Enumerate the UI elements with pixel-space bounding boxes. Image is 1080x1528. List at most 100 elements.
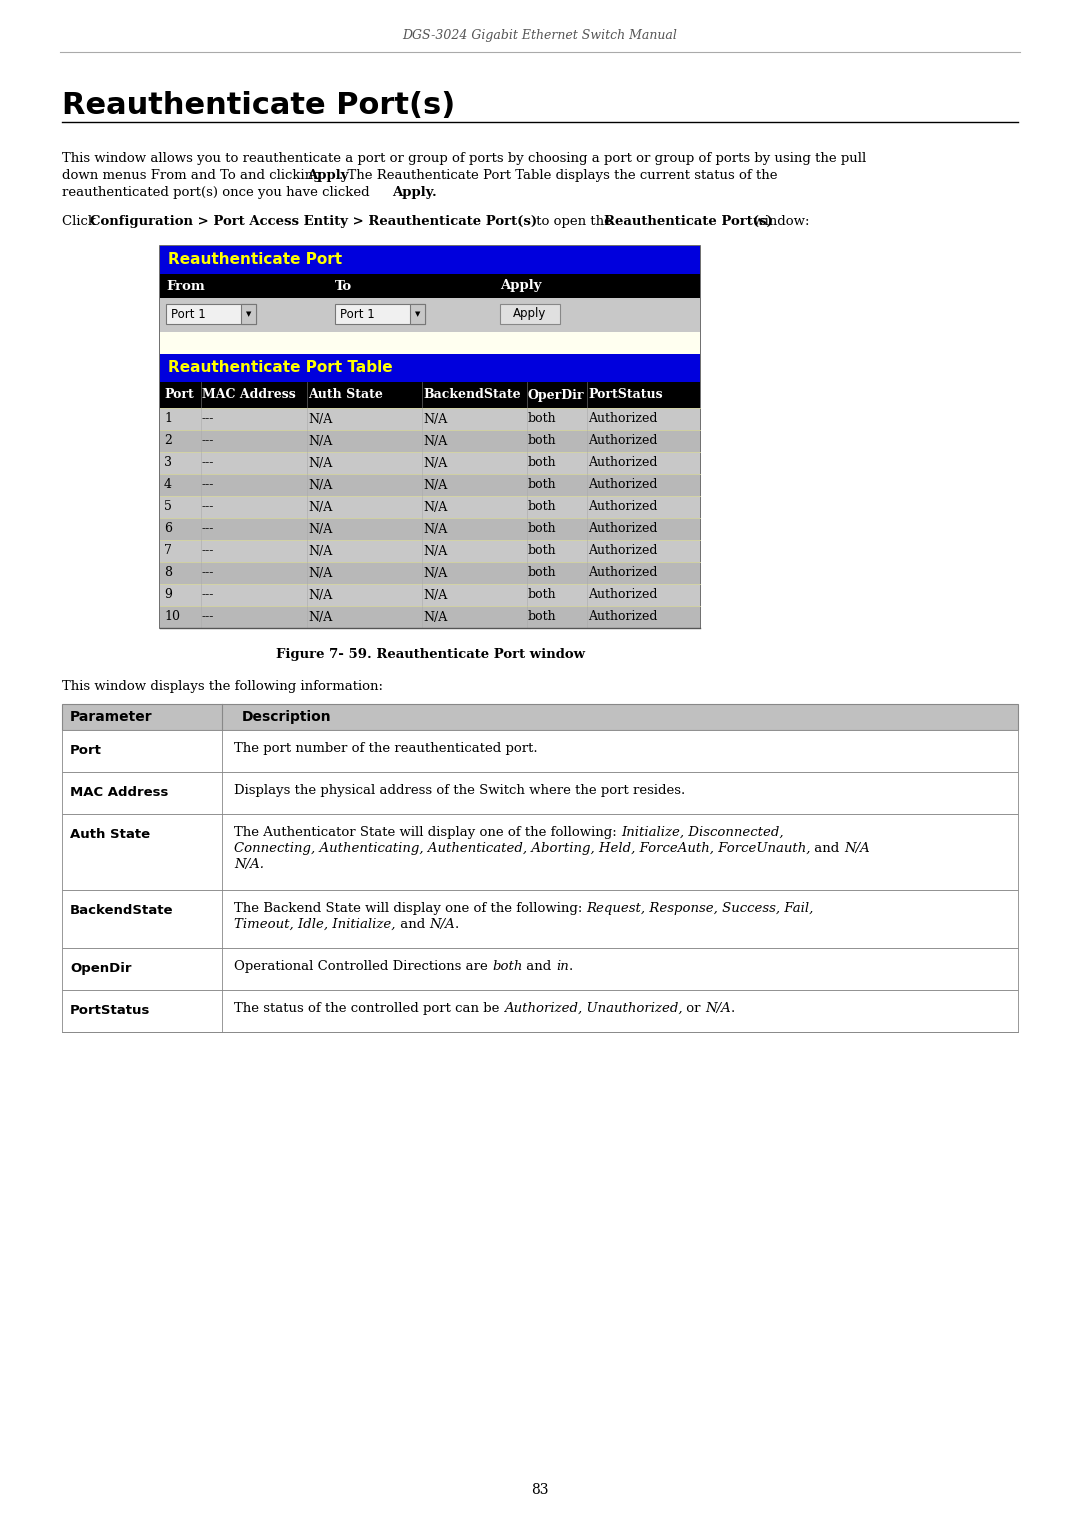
Text: The Authenticator State will display one of the following:: The Authenticator State will display one… [234, 827, 621, 839]
Text: 5: 5 [164, 501, 172, 513]
Text: This window displays the following information:: This window displays the following infor… [62, 680, 383, 694]
Text: Authorized: Authorized [588, 501, 658, 513]
Text: ---: --- [202, 457, 214, 469]
Text: N/A: N/A [423, 457, 447, 469]
Bar [241, 304, 256, 324]
Text: and: and [523, 960, 556, 973]
Text: Authorized: Authorized [588, 544, 658, 558]
Bar [160, 474, 700, 497]
Text: Port 1: Port 1 [340, 307, 375, 321]
Text: N/A: N/A [429, 918, 455, 931]
Bar [160, 274, 700, 298]
Text: 3: 3 [164, 457, 172, 469]
Text: Initialize, Disconnected,: Initialize, Disconnected, [621, 827, 784, 839]
Text: Timeout, Idle, Initialize,: Timeout, Idle, Initialize, [234, 918, 395, 931]
Text: To: To [335, 280, 352, 292]
Bar [160, 607, 700, 628]
Text: N/A: N/A [423, 501, 447, 513]
Text: both: both [528, 457, 556, 469]
Text: This window allows you to reauthenticate a port or group of ports by choosing a : This window allows you to reauthenticate… [62, 151, 866, 165]
Text: Authorized, Unauthorized,: Authorized, Unauthorized, [503, 1002, 683, 1015]
Text: to open the: to open the [532, 215, 616, 228]
Bar [160, 518, 700, 539]
Text: N/A: N/A [308, 611, 333, 623]
Text: MAC Address: MAC Address [202, 388, 296, 402]
Text: Authorized: Authorized [588, 478, 658, 492]
Text: and: and [395, 918, 429, 931]
Text: Authorized: Authorized [588, 434, 658, 448]
Text: ---: --- [202, 434, 214, 448]
Text: ---: --- [202, 523, 214, 535]
Text: Reauthenticate Port(s): Reauthenticate Port(s) [62, 90, 456, 119]
Text: Operational Controlled Directions are: Operational Controlled Directions are [234, 960, 492, 973]
Text: Auth State: Auth State [70, 828, 150, 840]
Text: .: . [455, 918, 459, 931]
Text: window:: window: [750, 215, 810, 228]
Text: down menus From and To and clicking: down menus From and To and clicking [62, 170, 326, 182]
Bar [62, 990, 1018, 1031]
Text: Click: Click [62, 215, 100, 228]
Text: both: both [528, 567, 556, 579]
Text: Description: Description [242, 711, 332, 724]
Text: 6: 6 [164, 523, 172, 535]
Text: reauthenticated port(s) once you have clicked: reauthenticated port(s) once you have cl… [62, 186, 374, 199]
Text: . The Reauthenticate Port Table displays the current status of the: . The Reauthenticate Port Table displays… [339, 170, 778, 182]
Bar [160, 562, 700, 584]
Bar [500, 304, 561, 324]
Text: Apply: Apply [307, 170, 349, 182]
Text: N/A: N/A [308, 544, 333, 558]
Text: From: From [166, 280, 205, 292]
Text: 1: 1 [164, 413, 172, 425]
Text: both: both [492, 960, 523, 973]
Text: PortStatus: PortStatus [70, 1004, 150, 1018]
Text: N/A: N/A [308, 434, 333, 448]
Bar [62, 730, 1018, 772]
Text: OperDir: OperDir [528, 388, 584, 402]
Text: 8: 8 [164, 567, 172, 579]
Text: Port 1: Port 1 [171, 307, 206, 321]
Text: and: and [810, 842, 843, 856]
Bar [410, 304, 426, 324]
Text: Reauthenticate Port: Reauthenticate Port [168, 252, 342, 267]
Text: N/A: N/A [308, 457, 333, 469]
Text: N/A: N/A [423, 434, 447, 448]
Text: The status of the controlled port can be: The status of the controlled port can be [234, 1002, 503, 1015]
Bar [62, 947, 1018, 990]
Bar [160, 246, 700, 274]
Text: Authorized: Authorized [588, 588, 658, 602]
Bar [160, 584, 700, 607]
Text: ---: --- [202, 413, 214, 425]
Text: .: . [731, 1002, 735, 1015]
Text: N/A: N/A [423, 544, 447, 558]
Text: The port number of the reauthenticated port.: The port number of the reauthenticated p… [234, 743, 538, 755]
Text: both: both [528, 588, 556, 602]
Text: 83: 83 [531, 1484, 549, 1497]
Text: N/A: N/A [843, 842, 869, 856]
Text: Connecting, Authenticating, Authenticated, Aborting, Held, ForceAuth, ForceUnaut: Connecting, Authenticating, Authenticate… [234, 842, 810, 856]
Text: N/A: N/A [308, 478, 333, 492]
Bar [62, 772, 1018, 814]
Text: PortStatus: PortStatus [588, 388, 663, 402]
Text: in: in [556, 960, 569, 973]
Text: 2: 2 [164, 434, 172, 448]
Bar [160, 354, 700, 382]
Text: both: both [528, 413, 556, 425]
Text: Apply.: Apply. [392, 186, 436, 199]
Text: Authorized: Authorized [588, 413, 658, 425]
Bar [160, 332, 700, 354]
Text: both: both [528, 478, 556, 492]
Text: N/A: N/A [423, 523, 447, 535]
Text: Port: Port [164, 388, 193, 402]
Text: N/A: N/A [423, 611, 447, 623]
Text: DGS-3024 Gigabit Ethernet Switch Manual: DGS-3024 Gigabit Ethernet Switch Manual [403, 29, 677, 41]
Bar [160, 452, 700, 474]
Text: OpenDir: OpenDir [70, 963, 132, 975]
Text: Authorized: Authorized [588, 457, 658, 469]
Text: Figure 7- 59. Reauthenticate Port window: Figure 7- 59. Reauthenticate Port window [275, 648, 584, 662]
Bar [160, 298, 700, 332]
Text: BackendState: BackendState [70, 905, 174, 917]
Bar [166, 304, 256, 324]
Text: Authorized: Authorized [588, 523, 658, 535]
Text: both: both [528, 544, 556, 558]
Text: both: both [528, 523, 556, 535]
